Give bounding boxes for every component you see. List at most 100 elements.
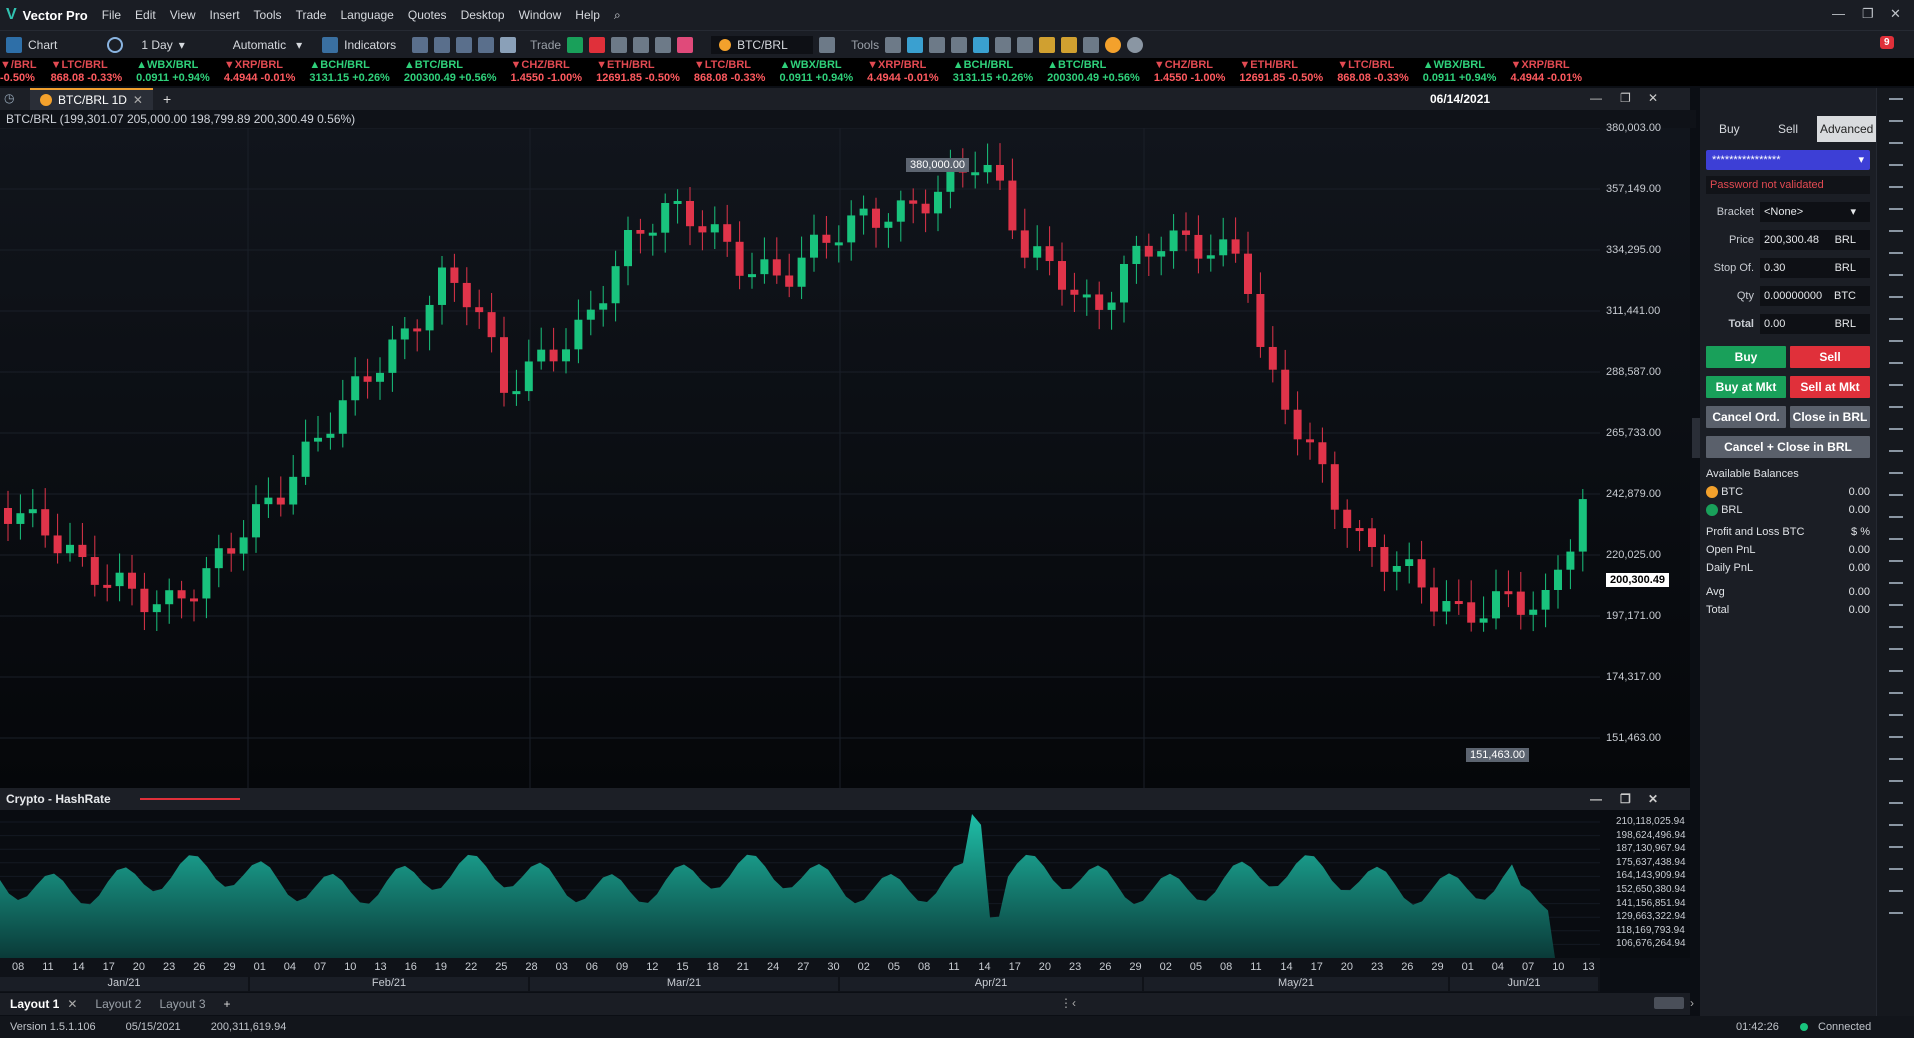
drawing-tool-icon[interactable] [1889,560,1903,562]
menu-trade[interactable]: Trade [295,8,327,22]
close-icon[interactable]: ✕ [1890,6,1901,21]
tab-advanced[interactable]: Advanced [1817,116,1877,142]
drawing-tool-icon[interactable] [1889,362,1903,364]
ticker-item[interactable]: ▼LTC/BRL 868.08 -0.33% [51,59,123,85]
tool-10-icon[interactable] [1083,37,1100,53]
scroll-right-icon[interactable]: › [1690,996,1694,1010]
minimize-icon[interactable]: — [1590,792,1602,806]
minimize-icon[interactable]: — [1590,91,1602,105]
clock-icon[interactable]: ◷ [4,91,15,105]
indicators-button[interactable]: Indicators [344,38,397,52]
tool-2-icon[interactable] [907,37,924,53]
zoom-reset-icon[interactable] [478,37,495,53]
drawing-tool-icon[interactable] [1889,186,1903,188]
symbol-select[interactable]: BTC/BRL [711,36,814,54]
menu-desktop[interactable]: Desktop [460,8,505,22]
bitcoin-icon[interactable] [1105,37,1122,53]
drawing-tool-icon[interactable] [1889,868,1903,870]
drawing-tool-icon[interactable] [1889,780,1903,782]
buy-quick-icon[interactable] [567,37,584,53]
scale-icon[interactable] [211,37,227,53]
stop-input[interactable]: 0.30 BRL [1760,258,1870,278]
ticker-item[interactable]: ▲BTC/BRL 200300.49 +0.56% [404,59,497,85]
drawing-tool-icon[interactable] [1889,450,1903,452]
tool-6-icon[interactable] [995,37,1012,53]
drawing-tool-icon[interactable] [1889,516,1903,518]
tab-buy[interactable]: Buy [1718,122,1740,136]
drawing-tool-icon[interactable] [1889,230,1903,232]
close-icon[interactable]: ✕ [67,997,78,1011]
close-icon[interactable]: ✕ [1648,792,1659,806]
restore-icon[interactable]: ❐ [1620,792,1631,806]
chart-button[interactable]: Chart [28,38,58,52]
drawing-tool-icon[interactable] [1889,802,1903,804]
zoom-in-icon[interactable] [412,37,429,53]
ticker-item[interactable]: ▼XRP/BRL 4.4944 -0.01% [867,59,939,85]
menu-window[interactable]: Window [518,8,562,22]
drawing-tool-icon[interactable] [1889,824,1903,826]
drawing-tool-icon[interactable] [1889,208,1903,210]
menu-view[interactable]: View [169,8,196,22]
close-icon[interactable]: ✕ [1648,91,1659,105]
drawing-tool-icon[interactable] [1889,648,1903,650]
drawing-tool-icon[interactable] [1889,626,1903,628]
search-icon[interactable]: ⌕ [613,7,621,22]
orders-list-icon[interactable] [611,37,628,53]
chart-icon[interactable] [6,37,22,53]
ticker-item[interactable]: ▼CHZ/BRL 1.4550 -1.00% [511,59,583,85]
scale-select[interactable]: Automatic [232,38,287,52]
cancel-orders-button[interactable]: Cancel Ord. [1706,406,1786,428]
ticker-item[interactable]: ▲BCH/BRL 3131.15 +0.26% [953,59,1033,85]
tab-layout-1[interactable]: Layout 1 [10,997,60,1011]
drawing-tool-icon[interactable] [1889,538,1903,540]
scrollbar-thumb[interactable] [1654,997,1684,1009]
drawing-tool-icon[interactable] [1889,120,1903,122]
drawing-tool-icon[interactable] [1889,604,1903,606]
indicators-icon[interactable] [322,37,339,53]
drawing-tool-icon[interactable] [1889,98,1903,100]
alarm-icon[interactable] [1017,37,1034,53]
buy-market-button[interactable]: Buy at Mkt [1706,376,1786,398]
panel-collapse-handle[interactable] [1692,418,1702,458]
sell-market-button[interactable]: Sell at Mkt [1790,376,1870,398]
menu-tools[interactable]: Tools [253,8,282,22]
hashrate-chart[interactable] [0,810,1600,958]
drawing-tool-icon[interactable] [1889,912,1903,914]
close-position-button[interactable]: Close in BRL [1790,406,1870,428]
tool-4-icon[interactable] [951,37,968,53]
tab-layout-3[interactable]: Layout 3 [159,997,206,1011]
drawing-tool-icon[interactable] [1889,340,1903,342]
ticker-item[interactable]: ▲WBX/BRL 0.0911 +0.94% [779,59,853,85]
drawing-tool-icon[interactable] [1889,428,1903,430]
bracket-select[interactable]: <None> ▾ [1760,202,1870,222]
drawing-tool-icon[interactable] [1889,494,1903,496]
positions-icon[interactable] [633,37,650,53]
sell-button[interactable]: Sell [1790,346,1870,368]
drawing-tool-icon[interactable] [1889,736,1903,738]
menu-insert[interactable]: Insert [209,8,240,22]
menu-edit[interactable]: Edit [135,8,156,22]
drawing-tool-icon[interactable] [1889,846,1903,848]
menu-file[interactable]: File [101,8,122,22]
restore-icon[interactable]: ❐ [1620,91,1631,105]
tab-btc-brl[interactable]: BTC/BRL 1D ✕ [30,88,153,110]
add-tab-icon[interactable]: + [162,91,172,107]
drawing-tool-icon[interactable] [1889,406,1903,408]
pnl-icon[interactable] [677,37,694,53]
drawing-tool-icon[interactable] [1889,142,1903,144]
menu-language[interactable]: Language [340,8,394,22]
ticker-item[interactable]: ▼/BRL -0.50% [0,59,37,85]
scroll-left-icon[interactable]: ‹ [1072,996,1076,1010]
ticker-item[interactable]: ▼XRP/BRL 4.4944 -0.01% [1510,59,1582,85]
price-chart[interactable]: 380,003.00 357,149.00 334,295.00 311,441.00… [0,122,1702,788]
ticker-item[interactable]: ▼XRP/BRL 4.4944 -0.01% [224,59,296,85]
ticker-item[interactable]: ▲WBX/BRL 0.0911 +0.94% [136,59,210,85]
tool-1-icon[interactable] [885,37,902,53]
tool-3-icon[interactable] [929,37,946,53]
price-input[interactable]: 200,300.48 BRL [1760,230,1870,250]
drawing-tool-icon[interactable] [1889,296,1903,298]
menu-quotes[interactable]: Quotes [407,8,447,22]
drawing-tool-icon[interactable] [1889,274,1903,276]
drawing-tool-icon[interactable] [1889,384,1903,386]
ticker-item[interactable]: ▲BCH/BRL 3131.15 +0.26% [309,59,389,85]
